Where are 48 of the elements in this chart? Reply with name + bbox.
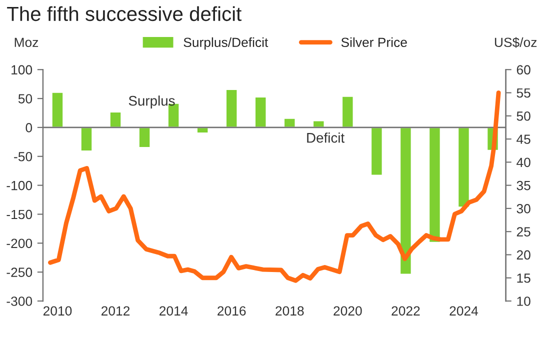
legend-label: Silver Price [341, 37, 407, 48]
bar [428, 126, 442, 244]
y2-tick-label: 35 [516, 180, 530, 190]
bar [283, 118, 296, 128]
y-tick-label: 0 [26, 123, 32, 132]
bar [109, 111, 122, 128]
bar [457, 126, 470, 208]
bar [341, 96, 354, 128]
y-tick-label: 50 [18, 94, 32, 104]
annotation: Deficit [307, 132, 344, 143]
y-tick-label: -100 [6, 180, 32, 190]
y2-tick-label: 50 [516, 111, 530, 121]
x-tick-label: 2016 [218, 306, 246, 316]
bar [225, 88, 238, 128]
y-tick-label: -300 [6, 296, 32, 306]
y2-tick-label: 25 [516, 227, 530, 237]
bar [254, 96, 268, 128]
y2-tick-label: 60 [516, 65, 530, 75]
bar [399, 126, 412, 276]
y-tick-label: -250 [6, 268, 32, 278]
y-axis-title: Moz [14, 38, 38, 48]
y2-tick-label: 20 [516, 250, 530, 260]
legend-label: Surplus/Deficit [184, 37, 268, 50]
y2-tick-label: 30 [516, 204, 530, 214]
y2-tick-label: 55 [516, 88, 530, 98]
y-tick-label: 100 [12, 65, 32, 75]
y2-tick-label: 45 [516, 134, 530, 144]
x-tick-label: 2014 [160, 306, 188, 316]
y2-tick-label: 10 [517, 296, 530, 306]
line-series [48, 90, 501, 283]
x-tick-label: 2022 [392, 306, 420, 316]
bar [370, 126, 384, 176]
bar [138, 126, 152, 148]
y2-tick-label: 40 [516, 158, 530, 168]
x-tick-label: 2020 [334, 306, 362, 316]
annotation: Surplus [128, 96, 175, 108]
x-tick-label: 2024 [450, 306, 478, 316]
y2-axis-title: US$/oz [494, 37, 537, 48]
bar [80, 126, 94, 152]
y-tick-label: -200 [6, 238, 32, 248]
x-tick-label: 2010 [43, 306, 72, 316]
y2-tick-label: 15 [517, 274, 530, 283]
bar [50, 91, 64, 128]
x-tick-label: 2012 [102, 306, 130, 316]
x-tick-label: 2018 [276, 306, 304, 316]
chart-title: The fifth successive deficit [7, 6, 242, 22]
y-tick-label: -150 [6, 210, 32, 220]
y-tick-label: -50 [14, 152, 32, 162]
